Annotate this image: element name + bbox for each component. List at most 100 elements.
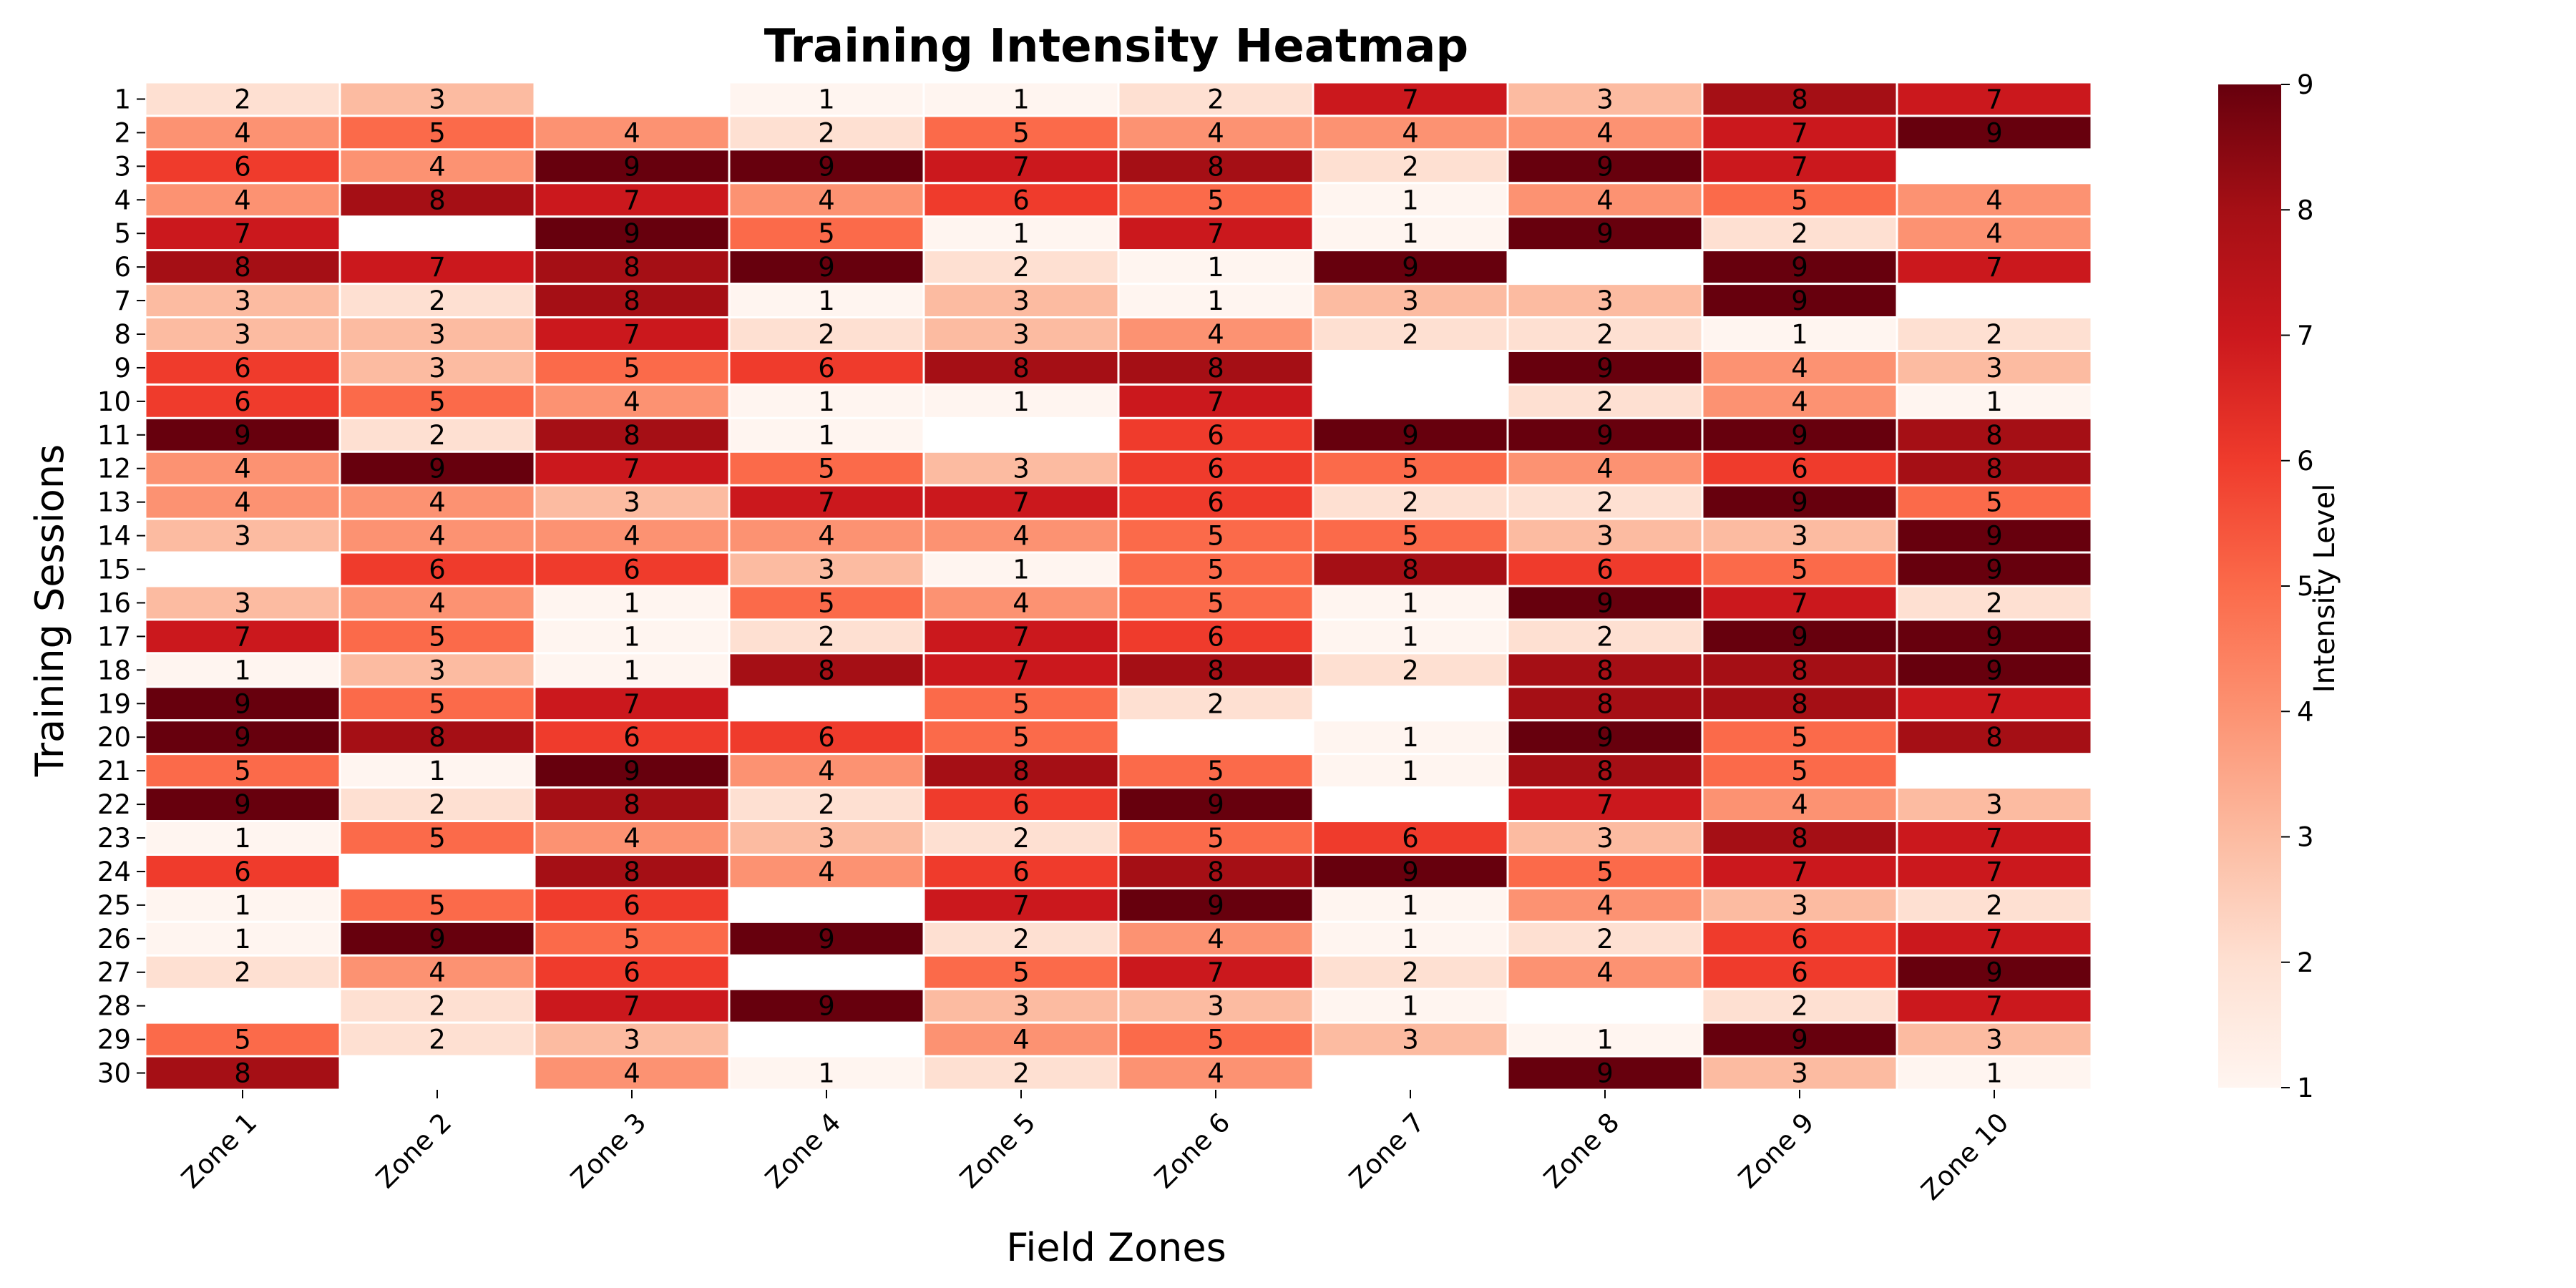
cell-value-label: 9 (1791, 1025, 1808, 1055)
cell-value-label: 6 (429, 555, 446, 585)
cell-value-label: 7 (1013, 621, 1030, 652)
cell-value-label: 8 (1596, 688, 1614, 719)
cell-value-label: 2 (429, 420, 446, 451)
x-tick-label: Zone 5 (954, 1107, 1041, 1194)
cell-value-label: 4 (623, 823, 640, 854)
cell-value-label: 9 (1791, 286, 1808, 316)
heatmap-cell (728, 987, 925, 1024)
heatmap-cell (338, 786, 536, 823)
heatmap-cell (1312, 517, 1509, 554)
cell-value-label: 1 (1402, 890, 1419, 921)
heatmap-cell (922, 215, 1120, 252)
cell-value-label: 8 (1986, 454, 2003, 484)
cell-value-label: 9 (1986, 117, 2003, 148)
cell-value-label: 1 (818, 286, 835, 316)
cell-value-label: 8 (1986, 420, 2003, 451)
cell-value-label: 5 (1013, 722, 1030, 753)
heatmap-cell (1312, 753, 1509, 789)
y-tick-label: 7 (114, 286, 131, 316)
cell-value-label: 9 (234, 420, 251, 451)
colorbar-tick-label: 7 (2297, 321, 2314, 351)
cell-value-label: 7 (1986, 84, 2003, 114)
cell-value-label: 9 (429, 924, 446, 955)
heatmap-cell (338, 820, 536, 856)
heatmap-cell (922, 517, 1120, 554)
cell-value-label: 9 (1402, 252, 1419, 283)
cell-value-label: 1 (1402, 722, 1419, 753)
cell-value-label: 9 (623, 218, 640, 249)
y-tick-label: 29 (97, 1025, 131, 1055)
heatmap-cell (533, 719, 731, 756)
heatmap-cell (1117, 1055, 1314, 1091)
y-tick-label: 18 (97, 655, 131, 686)
heatmap-cell (1117, 383, 1314, 419)
y-tick-label: 11 (97, 420, 131, 451)
y-axis-label: Training Sessions (27, 444, 72, 777)
heatmap-cell (533, 182, 731, 218)
heatmap-cell (1701, 585, 1898, 621)
colorbar-tick-label: 1 (2297, 1073, 2314, 1103)
heatmap-cell (1506, 283, 1704, 319)
heatmap-cell (1701, 484, 1898, 520)
heatmap-cell (144, 249, 341, 286)
x-tick-label: Zone 2 (370, 1107, 457, 1194)
heatmap-cell (1117, 786, 1314, 823)
cell-value-label: 8 (1013, 353, 1030, 384)
cell-value-label: 5 (1013, 117, 1030, 148)
cell-value-label: 6 (1791, 924, 1808, 955)
cell-value-label: 3 (234, 319, 251, 350)
cell-value-label: 8 (1791, 655, 1808, 686)
cell-value-label: 4 (1207, 924, 1224, 955)
heatmap-cell (922, 383, 1120, 419)
heatmap-cell (533, 316, 731, 352)
cell-value-label: 3 (1986, 353, 2003, 384)
heatmap-cell (1312, 1021, 1509, 1058)
cell-value-label: 5 (234, 1025, 251, 1055)
cell-value-label: 4 (623, 117, 640, 148)
cell-value-label: 9 (1596, 587, 1614, 618)
cell-value-label: 5 (1986, 487, 2003, 518)
heatmap-cell (1896, 316, 2093, 352)
cell-value-label: 1 (1207, 252, 1224, 283)
cell-value-label: 2 (1596, 621, 1614, 652)
heatmap-cell (1312, 585, 1509, 621)
heatmap-cell (338, 585, 536, 621)
heatmap-cell (533, 1055, 731, 1091)
heatmap-cell (1701, 215, 1898, 252)
cell-value-label: 7 (429, 252, 446, 283)
cell-value-label: 1 (234, 655, 251, 686)
heatmap-cell (1506, 820, 1704, 856)
heatmap-cell (922, 987, 1120, 1024)
cell-value-label: 4 (1013, 1025, 1030, 1055)
heatmap-cell (1701, 81, 1898, 117)
cell-value-label: 2 (1402, 655, 1419, 686)
cell-value-label: 8 (429, 185, 446, 215)
heatmap-cell (338, 316, 536, 352)
cell-value-label: 5 (1402, 454, 1419, 484)
cell-value-label: 7 (234, 621, 251, 652)
cell-value-label: 2 (1402, 151, 1419, 182)
cell-value-label: 1 (234, 924, 251, 955)
y-tick-label: 30 (97, 1058, 131, 1089)
cell-value-label: 8 (1986, 722, 2003, 753)
cell-value-label: 3 (1013, 286, 1030, 316)
cell-value-label: 2 (1596, 386, 1614, 417)
heatmap-cell (1896, 920, 2093, 957)
y-tick-label: 5 (114, 218, 131, 249)
heatmap-cell (728, 316, 925, 352)
heatmap-cell (533, 383, 731, 419)
cell-value-label: 7 (623, 454, 640, 484)
heatmap-cell (533, 887, 731, 923)
heatmap-cell-labels: 2 3 1 1 2 7 3 8 74 5 4 2 5 4 4 4 7 96 4 9 9 7 8 2 9 74 8 7 4 6 5 1 4 5 47 9… (234, 84, 2003, 1088)
cell-value-label: 9 (818, 991, 835, 1022)
heatmap-cell (338, 887, 536, 923)
x-tick-label: Zone 8 (1538, 1107, 1625, 1194)
cell-value-label: 7 (1791, 151, 1808, 182)
heatmap-cell (1506, 450, 1704, 487)
heatmap-cell (1896, 618, 2093, 655)
cell-value-label: 5 (429, 823, 446, 854)
heatmap-cell (922, 719, 1120, 756)
cell-value-label: 3 (234, 286, 251, 316)
cell-value-label: 5 (1207, 823, 1224, 854)
heatmap-cell (728, 249, 925, 286)
